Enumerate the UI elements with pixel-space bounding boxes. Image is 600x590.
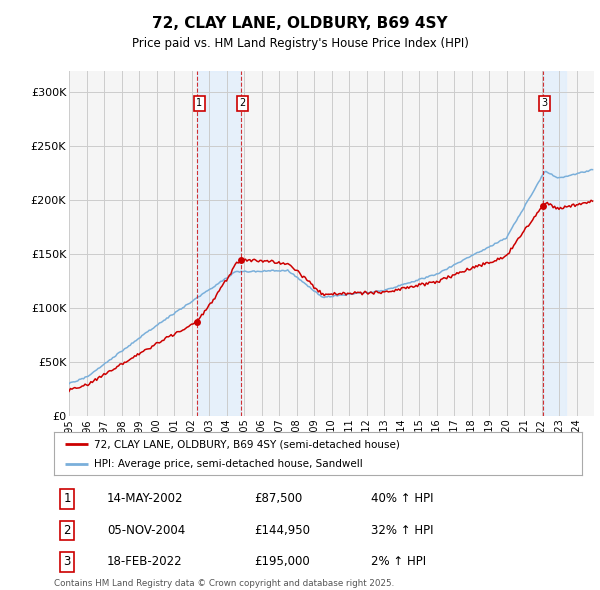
Text: 3: 3: [64, 555, 71, 568]
Bar: [543, 71, 566, 416]
Text: 72, CLAY LANE, OLDBURY, B69 4SY (semi-detached house): 72, CLAY LANE, OLDBURY, B69 4SY (semi-de…: [94, 440, 400, 450]
Text: 2% ↑ HPI: 2% ↑ HPI: [371, 555, 426, 568]
Text: HPI: Average price, semi-detached house, Sandwell: HPI: Average price, semi-detached house,…: [94, 460, 362, 469]
Text: 14-MAY-2002: 14-MAY-2002: [107, 492, 184, 505]
Text: 2: 2: [240, 98, 246, 108]
Text: 72, CLAY LANE, OLDBURY, B69 4SY: 72, CLAY LANE, OLDBURY, B69 4SY: [152, 16, 448, 31]
Text: £144,950: £144,950: [254, 524, 311, 537]
Text: 1: 1: [196, 98, 202, 108]
Text: 3: 3: [542, 98, 548, 108]
Text: 05-NOV-2004: 05-NOV-2004: [107, 524, 185, 537]
Text: Price paid vs. HM Land Registry's House Price Index (HPI): Price paid vs. HM Land Registry's House …: [131, 37, 469, 50]
Bar: [197, 71, 241, 416]
Text: Contains HM Land Registry data © Crown copyright and database right 2025.
This d: Contains HM Land Registry data © Crown c…: [54, 579, 394, 590]
Text: £195,000: £195,000: [254, 555, 310, 568]
Text: £87,500: £87,500: [254, 492, 303, 505]
Text: 1: 1: [64, 492, 71, 505]
Text: 40% ↑ HPI: 40% ↑ HPI: [371, 492, 433, 505]
Text: 18-FEB-2022: 18-FEB-2022: [107, 555, 182, 568]
Text: 2: 2: [64, 524, 71, 537]
Text: 32% ↑ HPI: 32% ↑ HPI: [371, 524, 433, 537]
